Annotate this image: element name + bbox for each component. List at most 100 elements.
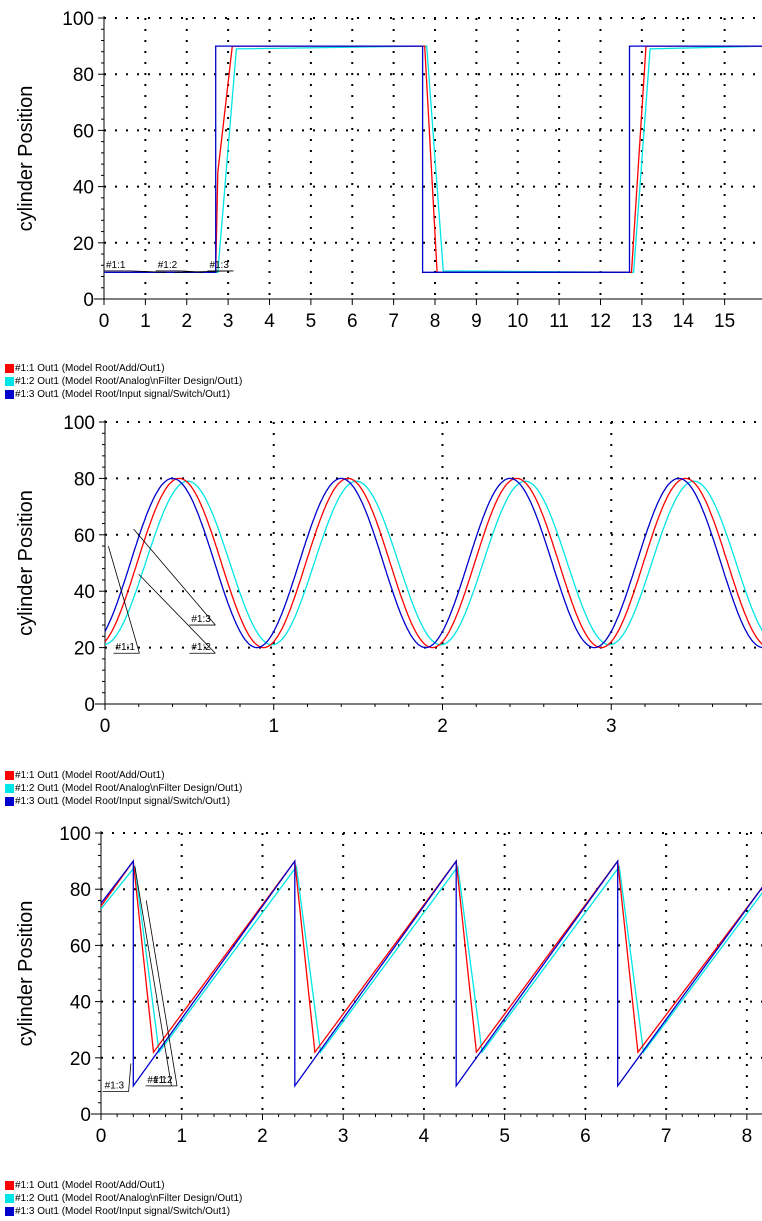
series-line-1	[101, 859, 762, 1054]
annotation-label: #1:1	[106, 260, 126, 271]
annotation-leader	[133, 528, 216, 626]
legend-label: #1:2 Out1 (Model Root/Analog\nFilter Des…	[15, 783, 243, 794]
x-tick-label: 1	[176, 1126, 187, 1147]
x-tick-label: 3	[606, 716, 617, 737]
legend-swatch-blue	[5, 390, 14, 399]
x-tick-label: 11	[549, 311, 569, 332]
y-tick-label: 60	[73, 121, 94, 142]
y-tick-label: 80	[74, 469, 95, 490]
x-tick-label: 4	[419, 1126, 430, 1147]
x-tick-label: 14	[673, 311, 695, 332]
y-tick-label: 0	[80, 1105, 91, 1126]
annotation-label: #1:3	[191, 614, 211, 625]
x-tick-label: 7	[388, 311, 399, 332]
annotation-leader	[134, 866, 172, 1086]
annotation-leader	[128, 1063, 132, 1092]
legend-item-1-2: #1:2 Out1 (Model Root/Analog\nFilter Des…	[5, 1192, 242, 1205]
y-tick-label: 60	[74, 526, 95, 547]
legend-item-1-1: #1:1 Out1 (Model Root/Add/Out1)	[5, 1179, 242, 1192]
legend-label: #1:1 Out1 (Model Root/Add/Out1)	[15, 770, 165, 781]
y-tick-label: 100	[63, 413, 95, 434]
chart-panel-sawtooth-wave: 0 20 40 60 80 100 0 1 2 3 4 5 6 7 8 cylinder Position #1…	[0, 816, 762, 1221]
x-tick-label: 1	[140, 311, 151, 332]
x-tick-label: 8	[742, 1126, 753, 1147]
legend-label: #1:3 Out1 (Model Root/Input signal/Switc…	[15, 389, 231, 400]
annotation-label: #1:2	[191, 642, 211, 653]
y-tick-label: 60	[70, 936, 91, 957]
x-tick-label: 0	[96, 1126, 107, 1147]
y-tick-label: 80	[70, 880, 91, 901]
x-tick-label: 5	[499, 1126, 510, 1147]
x-tick-label: 7	[661, 1126, 672, 1147]
legend-label: #1:3 Out1 (Model Root/Input signal/Switc…	[15, 796, 231, 807]
legend-item-1-3: #1:3 Out1 (Model Root/Input signal/Switc…	[5, 1205, 242, 1218]
series-line-3	[101, 859, 762, 1088]
legend-item-1-1: #1:1 Out1 (Model Root/Add/Out1)	[5, 362, 242, 375]
annotation-leader	[174, 270, 234, 273]
y-tick-label: 100	[59, 824, 91, 845]
x-tick-label: 2	[437, 716, 448, 737]
y-axis-label: cylinder Position	[15, 86, 37, 232]
y-tick-label: 40	[74, 582, 95, 603]
series-line-3	[105, 477, 762, 649]
legend-sawtooth-wave: #1:1 Out1 (Model Root/Add/Out1) #1:2 Out…	[5, 1179, 242, 1218]
legend-item-1-3: #1:3 Out1 (Model Root/Input signal/Switc…	[5, 795, 242, 808]
chart-panel-square-wave: 02040608010001234567891011121314151cylin…	[0, 0, 762, 408]
legend-swatch-blue	[5, 797, 14, 806]
legend-label: #1:1 Out1 (Model Root/Add/Out1)	[15, 1180, 165, 1191]
annotation-leader	[107, 545, 140, 654]
chart-sawtooth-wave: 0 20 40 60 80 100 0 1 2 3 4 5 6 7 8 cylinder Position #1…	[15, 824, 762, 1147]
x-tick-label: 3	[223, 311, 234, 332]
legend-label: #1:2 Out1 (Model Root/Analog\nFilter Des…	[15, 1193, 243, 1204]
annotation-label: #1:2	[158, 260, 178, 271]
x-tick-label: 2	[181, 311, 192, 332]
chart-panel-sine-wave: 0 20 40 60 80 100 0 1 2 3 cylinder Position #1:3 #1:…	[0, 408, 762, 816]
annotation-leader	[129, 270, 167, 273]
y-tick-label: 20	[73, 234, 94, 255]
y-tick-label: 20	[74, 639, 95, 660]
series-line-2	[105, 480, 762, 646]
y-axis-label: cylinder Position	[15, 901, 37, 1047]
chart-square-wave: 02040608010001234567891011121314151cylin…	[15, 9, 762, 332]
legend-label: #1:2 Out1 (Model Root/Analog\nFilter Des…	[15, 376, 243, 387]
legend-item-1-2: #1:2 Out1 (Model Root/Analog\nFilter Des…	[5, 375, 242, 388]
annotation-label: #1:3	[209, 260, 229, 271]
x-tick-label: 5	[306, 311, 317, 332]
legend-item-1-3: #1:3 Out1 (Model Root/Input signal/Switc…	[5, 388, 242, 401]
series-line-1	[105, 477, 762, 649]
legend-swatch-cyan	[5, 377, 14, 386]
annotation-label: #1:1	[115, 642, 135, 653]
annotation-label: #1:1	[147, 1075, 167, 1086]
legend-swatch-blue	[5, 1207, 14, 1216]
legend-swatch-red	[5, 771, 14, 780]
x-tick-label: 10	[507, 311, 528, 332]
x-tick-label: 13	[631, 311, 652, 332]
legend-item-1-2: #1:2 Out1 (Model Root/Analog\nFilter Des…	[5, 782, 242, 795]
legend-square-wave: #1:1 Out1 (Model Root/Add/Out1) #1:2 Out…	[5, 362, 242, 401]
x-tick-label: 6	[580, 1126, 591, 1147]
x-tick-label: 6	[347, 311, 358, 332]
legend-swatch-cyan	[5, 784, 14, 793]
x-tick-label: 8	[430, 311, 441, 332]
x-tick-label: 0	[100, 716, 111, 737]
y-tick-label: 0	[83, 290, 94, 311]
annotation-leader	[138, 574, 216, 654]
legend-swatch-red	[5, 1181, 14, 1190]
x-tick-label: 3	[338, 1126, 349, 1147]
legend-label: #1:3 Out1 (Model Root/Input signal/Switc…	[15, 1206, 231, 1217]
legend-swatch-red	[5, 364, 14, 373]
series-line-2	[101, 865, 762, 1054]
y-axis-label: cylinder Position	[15, 490, 37, 636]
chart-sine-wave: 0 20 40 60 80 100 0 1 2 3 cylinder Position #1:3 #1:…	[15, 413, 762, 737]
y-tick-label: 40	[73, 178, 94, 199]
y-tick-label: 40	[70, 993, 91, 1014]
series-line-2	[104, 45, 762, 273]
y-tick-label: 100	[62, 9, 94, 30]
x-tick-label: 0	[99, 311, 110, 332]
series-line-1	[104, 45, 762, 273]
legend-sine-wave: #1:1 Out1 (Model Root/Add/Out1) #1:2 Out…	[5, 769, 242, 808]
annotation-leader	[145, 900, 178, 1086]
y-tick-label: 0	[84, 695, 95, 716]
x-tick-label: 1	[268, 716, 279, 737]
y-tick-label: 20	[70, 1049, 91, 1070]
